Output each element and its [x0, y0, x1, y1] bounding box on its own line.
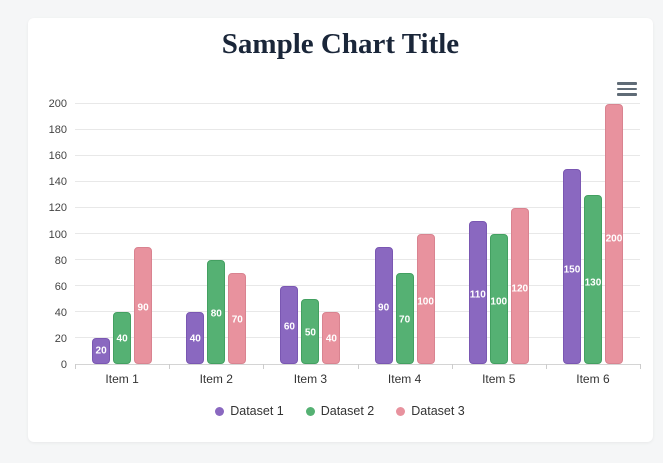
gridline [75, 337, 640, 338]
y-axis-tick-label: 200 [48, 98, 67, 110]
x-axis-category-label: Item 1 [105, 372, 139, 386]
bar-dataset-3[interactable]: 200 [604, 104, 623, 364]
legend-marker-icon [305, 406, 315, 416]
bar-dataset-1[interactable]: 20 [92, 338, 111, 364]
y-axis-tick-label: 20 [54, 332, 67, 345]
x-axis-tick [263, 364, 265, 369]
y-axis-tick-label: 180 [48, 124, 67, 137]
bar-group-item-2: 40 80 70 [169, 104, 263, 364]
bar-dataset-2[interactable]: 70 [395, 273, 414, 364]
chart-card: Sample Chart Title 0 20 40 60 80 100 120 140 160… [28, 18, 653, 442]
bar-dataset-1[interactable]: 150 [562, 169, 581, 364]
x-axis-category-label: Item 5 [482, 372, 516, 386]
bar-group-item-6: 150 130 200 [546, 104, 640, 364]
bar-dataset-3[interactable]: 120 [510, 208, 529, 364]
bar-groups: 20 40 90 40 80 70 60 50 40 90 70 100 110 100 120 150 130… [75, 104, 640, 364]
bar-value-label: 90 [378, 302, 390, 314]
bar-value-label: 200 [605, 233, 623, 245]
x-axis-category-label: Item 3 [293, 372, 328, 386]
gridline [75, 129, 640, 130]
bar-value-label: 80 [210, 308, 222, 320]
x-axis-category-label: Item 6 [576, 372, 610, 386]
bar-group-item-4: 90 70 100 [358, 104, 452, 364]
bar-group-item-5: 110 100 120 [452, 104, 546, 364]
chart-area: 0 20 40 60 80 100 120 140 160 180 200 20 40 90 40 80 70… [40, 98, 641, 418]
bar-dataset-2[interactable]: 80 [207, 260, 226, 364]
bar-value-label: 130 [584, 277, 602, 289]
x-axis-tick [545, 364, 547, 369]
legend-marker-icon [215, 406, 225, 416]
bar-value-label: 40 [325, 333, 337, 345]
legend-item-dataset-2[interactable]: Dataset 2 [305, 404, 375, 418]
bar-value-label: 100 [417, 296, 434, 308]
bar-value-label: 20 [95, 345, 107, 357]
gridline [75, 285, 640, 286]
legend-item-dataset-3[interactable]: Dataset 3 [396, 404, 465, 418]
bar-value-label: 60 [283, 321, 295, 333]
bar-group-item-3: 60 50 40 [263, 104, 357, 364]
x-axis-category-label: Item 4 [387, 372, 422, 386]
y-axis-tick-label: 40 [54, 306, 67, 319]
bar-value-label: 70 [231, 314, 243, 326]
x-axis-tick [451, 364, 453, 369]
x-axis-category-label: Item 2 [199, 372, 233, 386]
bar-dataset-3[interactable]: 40 [322, 312, 341, 364]
bar-value-label: 70 [399, 314, 411, 326]
gridline [75, 103, 640, 104]
bar-dataset-2[interactable]: 50 [301, 299, 320, 364]
gridline [75, 207, 640, 208]
gridline [75, 311, 640, 312]
bar-dataset-3[interactable]: 90 [134, 247, 153, 364]
gridline [75, 155, 640, 156]
bar-dataset-1[interactable]: 110 [468, 221, 487, 364]
legend: Dataset 1 Dataset 2 Dataset 3 [40, 404, 640, 418]
y-axis-tick-label: 160 [48, 150, 67, 163]
bar-value-label: 40 [116, 333, 128, 345]
y-axis-tick-label: 140 [48, 176, 67, 189]
bar-value-label: 40 [189, 333, 201, 345]
y-axis-tick-label: 100 [48, 228, 67, 241]
bar-dataset-2[interactable]: 100 [489, 234, 508, 364]
bar-dataset-3[interactable]: 70 [228, 273, 247, 364]
bar-value-label: 90 [137, 302, 149, 314]
y-axis-tick-label: 120 [48, 202, 67, 215]
legend-item-dataset-1[interactable]: Dataset 1 [215, 404, 284, 418]
gridline [75, 259, 640, 260]
bar-value-label: 150 [563, 264, 581, 276]
x-axis-tick [75, 364, 76, 369]
y-axis-labels: 0 20 40 60 80 100 120 140 160 180 200 [40, 98, 75, 371]
legend-label: Dataset 2 [320, 404, 375, 418]
menu-button[interactable] [614, 78, 640, 100]
bar-value-label: 120 [511, 283, 529, 295]
bar-group-item-1: 20 40 90 [75, 104, 169, 364]
bar-value-label: 110 [469, 289, 486, 301]
bar-value-label: 50 [304, 327, 316, 339]
x-axis-tick [357, 364, 359, 369]
bar-dataset-3[interactable]: 100 [416, 234, 435, 364]
x-axis-tick [640, 364, 641, 369]
bar-dataset-1[interactable]: 90 [374, 247, 393, 364]
y-axis-tick-label: 80 [54, 254, 67, 267]
y-axis-tick-label: 0 [60, 359, 67, 371]
legend-label: Dataset 1 [230, 404, 284, 418]
bar-dataset-2[interactable]: 40 [113, 312, 132, 364]
bar-dataset-1[interactable]: 40 [186, 312, 205, 364]
bar-dataset-2[interactable]: 130 [583, 195, 602, 364]
chart-title: Sample Chart Title [221, 28, 460, 60]
legend-marker-icon [396, 406, 406, 416]
bar-value-label: 100 [490, 296, 508, 308]
x-axis-labels: Item 1 Item 2 Item 3 Item 4 Item 5 Item 6 [75, 372, 640, 386]
x-axis-tick [169, 364, 171, 369]
y-axis-tick-label: 60 [54, 280, 67, 293]
gridline [75, 233, 640, 234]
legend-label: Dataset 3 [411, 404, 465, 418]
plot-area: 20 40 90 40 80 70 60 50 40 90 70 100 110 100 120 150 130… [75, 103, 641, 369]
bar-dataset-1[interactable]: 60 [280, 286, 299, 364]
gridline [75, 181, 640, 182]
